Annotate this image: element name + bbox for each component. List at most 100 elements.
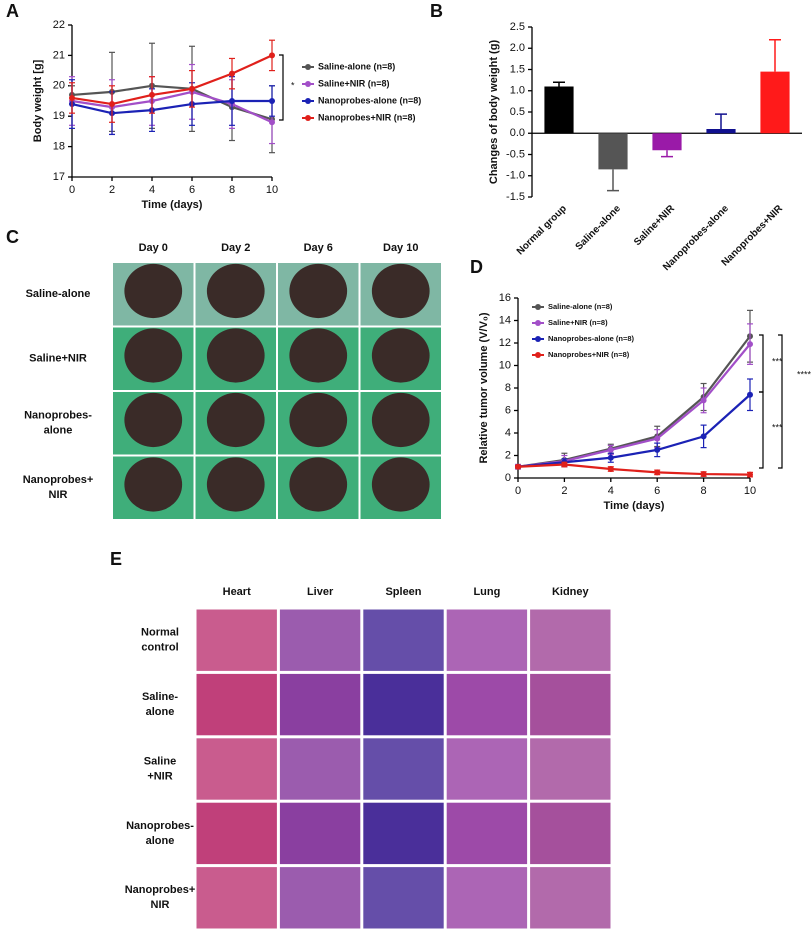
series-line <box>517 343 751 468</box>
y-tick-label: 2.5 <box>510 21 525 33</box>
significance-bracket <box>279 54 284 121</box>
micrograph <box>196 866 278 929</box>
y-tick-label: 6 <box>505 404 511 416</box>
y-tick-label: -1.5 <box>506 191 525 203</box>
micrograph-texture <box>195 801 278 866</box>
x-tick-label: 10 <box>266 184 278 196</box>
y-tick-label: 16 <box>499 292 511 304</box>
legend-marker <box>305 81 311 87</box>
y-tick-label: 20 <box>53 80 65 92</box>
x-tick-label: 2 <box>109 184 115 196</box>
point <box>69 94 75 101</box>
series-line <box>71 84 273 121</box>
y-axis-label: Relative tumor volume (V/V₀) <box>478 312 490 463</box>
bar <box>544 86 574 134</box>
micrograph-texture <box>195 737 278 801</box>
micrograph <box>196 673 278 736</box>
row-label: +NIR <box>147 770 172 782</box>
panel-letter: E <box>110 549 122 569</box>
mouse <box>371 328 430 383</box>
y-tick-label: -1.0 <box>506 170 525 182</box>
legend-label: Nanoprobes+NIR (n=8) <box>318 112 416 122</box>
mouse <box>206 392 265 448</box>
micrograph-texture <box>445 866 529 930</box>
y-tick-label: 19 <box>53 110 65 122</box>
legend-marker <box>535 304 541 310</box>
point <box>149 91 155 98</box>
column-label: Liver <box>307 586 334 598</box>
point <box>561 461 568 468</box>
micrograph <box>446 866 528 929</box>
significance-bracket <box>778 334 783 469</box>
micrograph-texture <box>195 866 278 930</box>
legend-label: Saline+NIR (n=8) <box>318 78 390 88</box>
micrograph-texture <box>278 801 362 866</box>
y-tick-label: 8 <box>505 382 511 394</box>
row-label: NIR <box>151 899 170 911</box>
y-tick-label: 22 <box>53 19 65 31</box>
micrograph <box>446 609 528 672</box>
mouse <box>289 328 348 383</box>
mouse <box>206 263 265 319</box>
mouse <box>371 392 430 448</box>
point <box>747 391 753 398</box>
mouse <box>289 457 348 512</box>
legend-label: Saline-alone (n=8) <box>318 61 395 71</box>
row-label: alone <box>44 425 73 437</box>
x-tick-label: Normal group <box>515 203 569 257</box>
y-tick-label: 0.0 <box>510 127 525 139</box>
micrograph <box>362 737 445 801</box>
x-tick-label: Saline-alone <box>574 203 624 253</box>
y-tick-label: -0.5 <box>506 148 525 160</box>
mouse <box>206 328 265 383</box>
micrograph <box>362 609 445 672</box>
annotation: **** <box>797 369 812 379</box>
micrograph <box>529 609 611 672</box>
panel-letter: C <box>6 227 19 247</box>
point <box>189 85 195 92</box>
x-tick-label: Nanoprobes+NIR <box>720 203 786 269</box>
significance-bracket <box>759 391 764 469</box>
column-label: Day 6 <box>304 242 333 254</box>
column-label: Kidney <box>552 586 590 598</box>
micrograph <box>196 609 278 672</box>
y-tick-label: 4 <box>505 427 511 439</box>
row-label: Saline-alone <box>26 288 91 300</box>
panel-letter: B <box>430 1 443 21</box>
point <box>269 52 275 59</box>
x-tick-label: 10 <box>744 485 756 497</box>
point <box>654 446 661 453</box>
mouse <box>124 328 183 383</box>
y-tick-label: 0 <box>505 472 511 484</box>
micrograph-texture <box>362 737 445 801</box>
micrograph-texture <box>195 608 278 672</box>
point <box>700 471 707 478</box>
point <box>607 454 614 461</box>
y-tick-label: 10 <box>499 359 511 371</box>
x-tick-label: 4 <box>608 485 614 497</box>
mouse <box>124 392 183 448</box>
x-tick-label: 6 <box>654 485 660 497</box>
micrograph <box>196 802 278 865</box>
legend-label: Saline-alone (n=8) <box>548 302 613 311</box>
micrograph-texture <box>278 866 362 930</box>
point <box>229 70 235 77</box>
y-tick-label: 14 <box>499 314 511 326</box>
micrograph <box>446 673 528 736</box>
mouse <box>124 263 183 319</box>
point <box>269 119 275 126</box>
row-label: Nanoprobes- <box>24 410 92 422</box>
series-line <box>71 90 273 124</box>
row-label: Nanoprobes- <box>126 820 194 832</box>
row-label: Nanoprobes+ <box>125 884 196 896</box>
micrograph-texture <box>195 672 278 737</box>
row-label: NIR <box>49 489 68 501</box>
legend-marker <box>535 320 541 326</box>
micrograph-texture <box>362 801 445 866</box>
legend-label: Nanoprobes-alone (n=8) <box>548 334 635 343</box>
mouse <box>289 263 348 319</box>
x-tick-label: 0 <box>69 184 75 196</box>
annotation: * <box>291 80 295 90</box>
micrograph <box>529 737 611 801</box>
